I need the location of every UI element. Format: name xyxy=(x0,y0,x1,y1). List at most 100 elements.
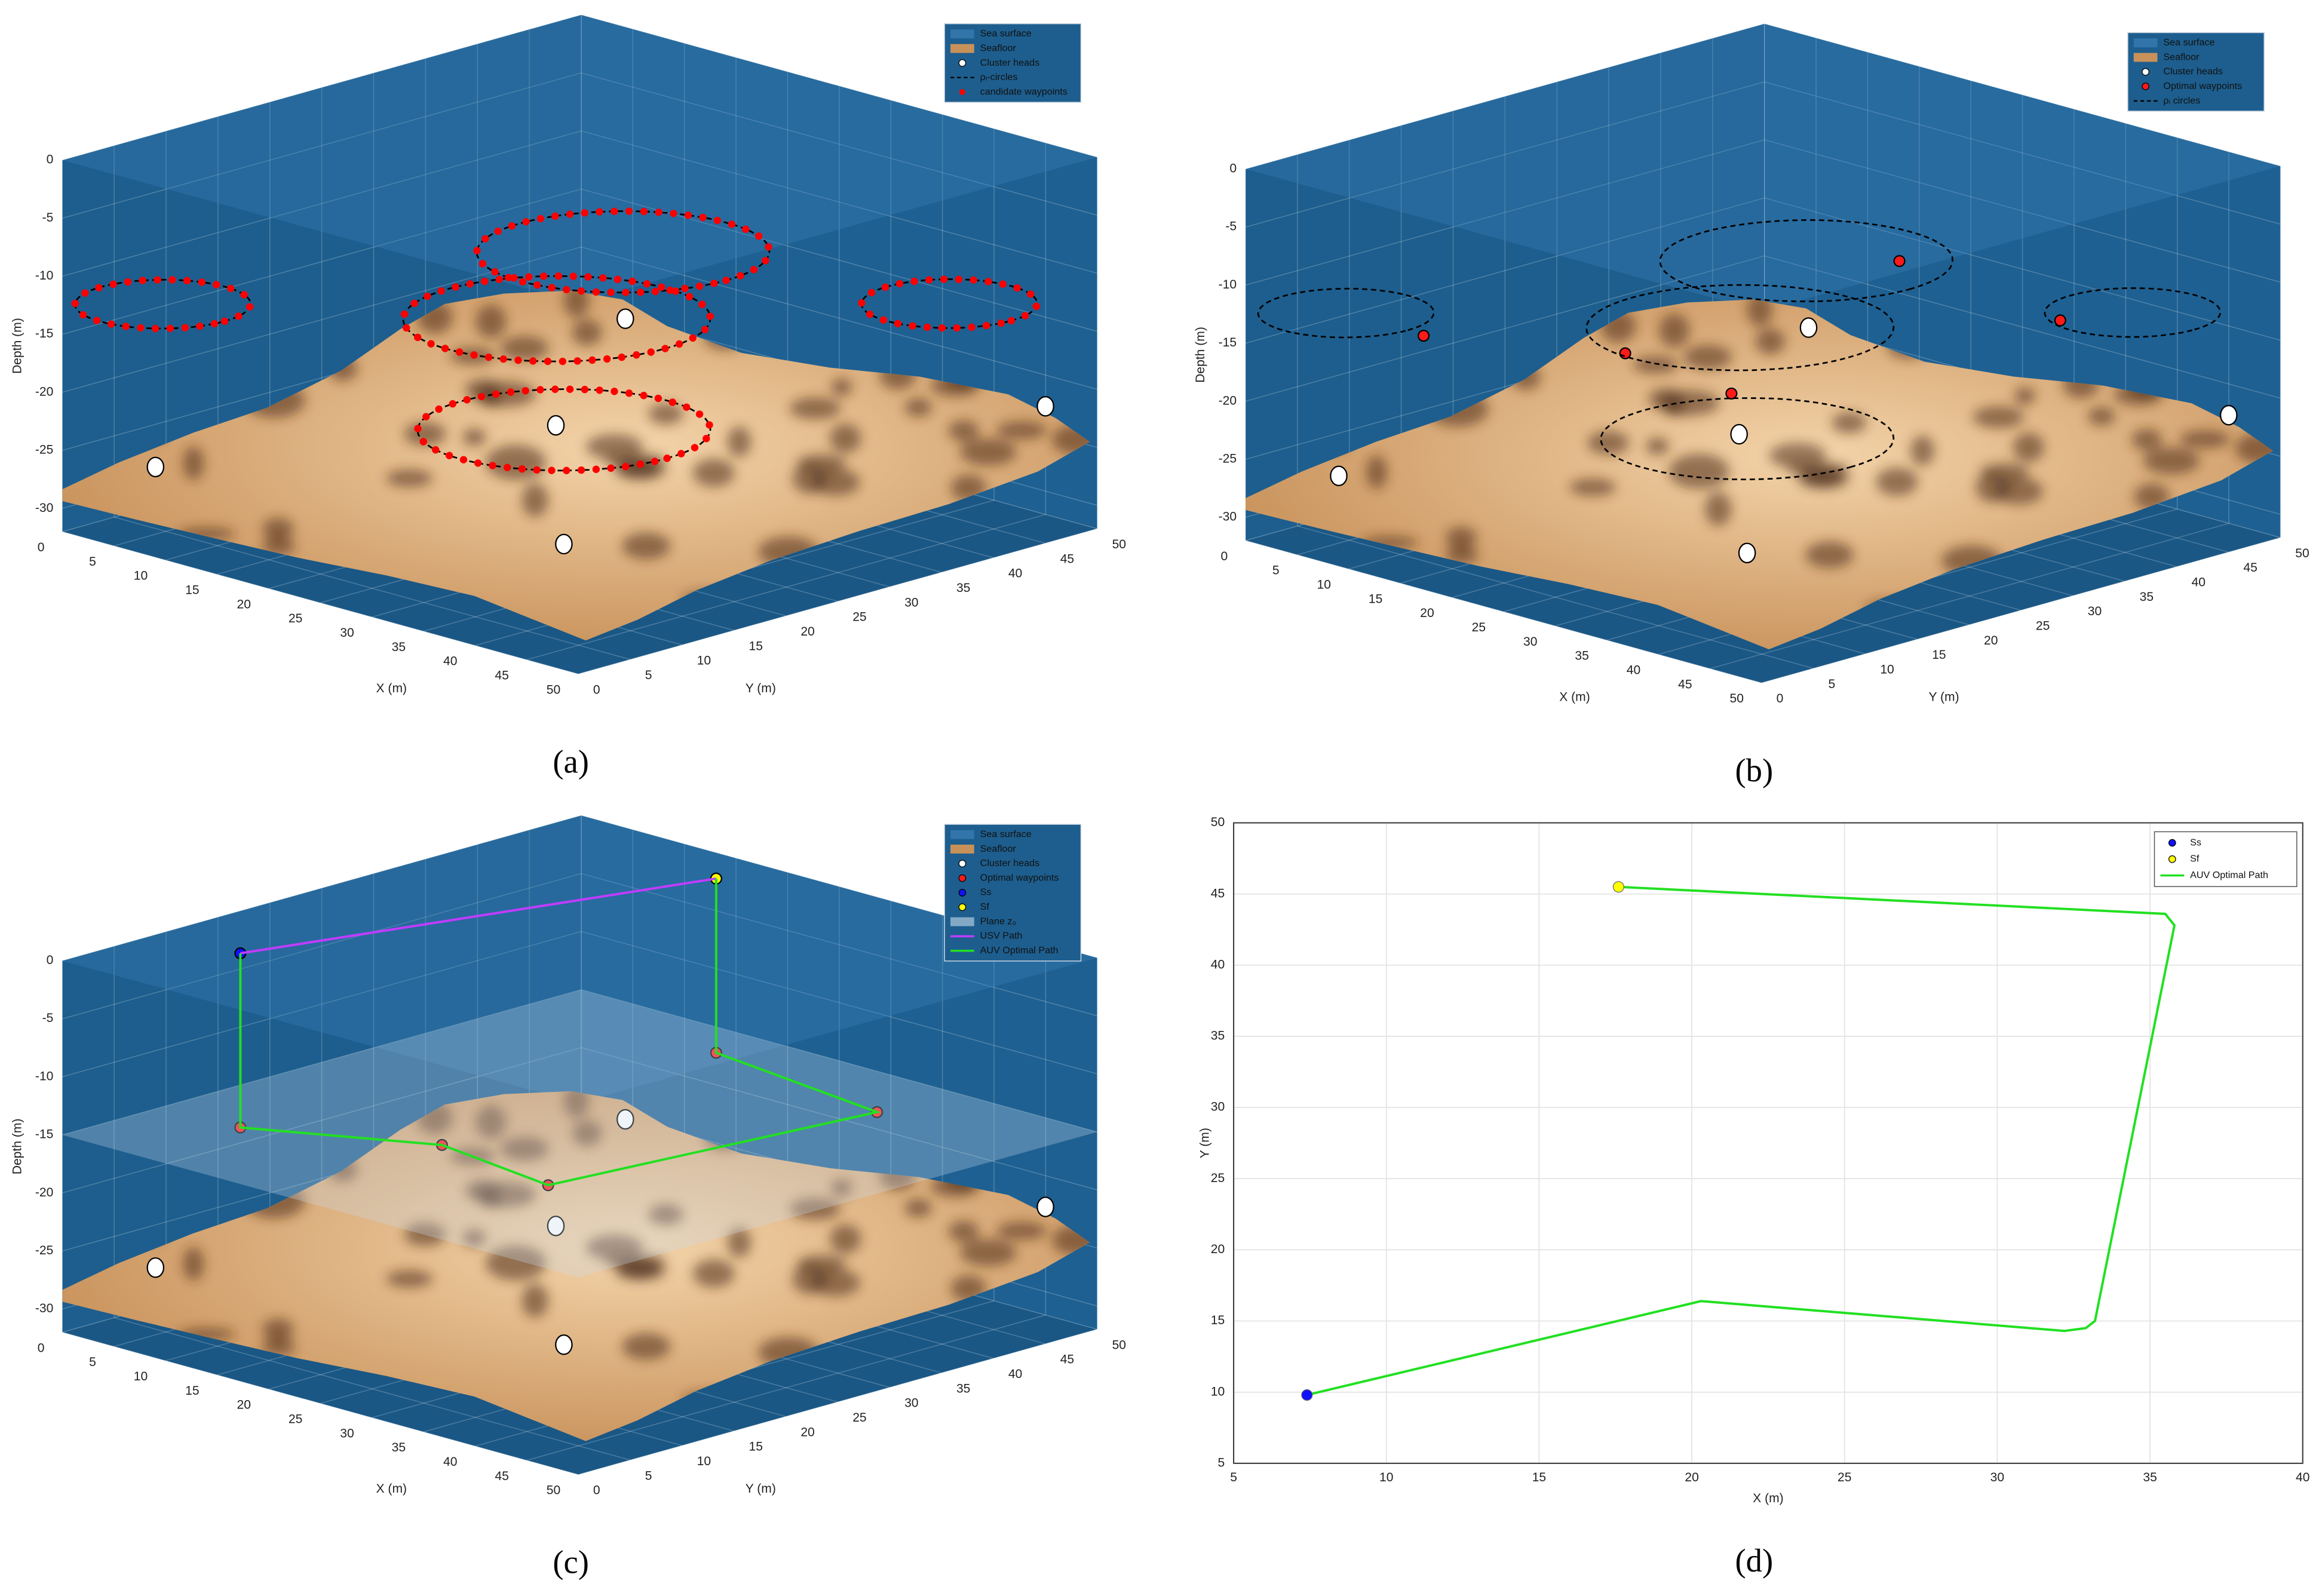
shadow xyxy=(648,1204,683,1225)
grid-line xyxy=(1245,197,2281,344)
x-tick-label: 10 xyxy=(134,569,148,583)
z-tick-label: -5 xyxy=(42,1011,54,1025)
shadow xyxy=(572,1120,602,1147)
y-axis-label: Y (m) xyxy=(746,1482,776,1496)
rho-circle xyxy=(1600,397,1895,481)
point-marker xyxy=(616,1109,634,1130)
shadow xyxy=(262,1338,295,1356)
y-tick-label: 40 xyxy=(1008,567,1022,581)
legend-marker xyxy=(2168,855,2176,863)
x-tick-label: 20 xyxy=(237,597,251,611)
legend-label: Sf xyxy=(2190,854,2200,864)
legend-label: Optimal waypoints xyxy=(2163,81,2242,91)
shadow xyxy=(1980,463,2030,481)
x-tick-label: 20 xyxy=(1685,1471,1698,1484)
y-tick-label: 40 xyxy=(2192,576,2206,590)
candidate-waypoints xyxy=(857,275,1041,332)
shadow xyxy=(500,336,549,361)
x-tick-label: 0 xyxy=(38,541,45,554)
shadow xyxy=(183,1247,204,1281)
y-tick-label: 45 xyxy=(1060,1353,1074,1367)
z-tick-label: -30 xyxy=(35,501,53,515)
point-marker xyxy=(146,1257,165,1278)
point-marker xyxy=(1738,542,1756,564)
shadow xyxy=(1569,478,1616,496)
shadow xyxy=(1664,404,1685,416)
legend-marker xyxy=(959,89,965,96)
shadow xyxy=(2014,387,2036,405)
y-tick-label: 20 xyxy=(800,625,814,639)
grid-line xyxy=(1245,139,2281,286)
shadow xyxy=(959,438,1017,466)
shadow xyxy=(585,1235,643,1260)
grid-line xyxy=(62,188,1097,335)
z-axis-label: Depth (m) xyxy=(1194,327,1207,383)
legend-label: AUV Optimal Path xyxy=(980,945,1059,956)
path-line xyxy=(1306,885,2176,1396)
legend-label: Sf xyxy=(980,901,990,912)
shadow xyxy=(811,468,860,496)
shadow xyxy=(522,1284,548,1318)
point-marker xyxy=(1301,1389,1313,1401)
shadow xyxy=(789,1198,841,1220)
legend-label: Optimal waypoints xyxy=(980,872,1059,883)
legend-marker xyxy=(958,903,967,911)
y-tick-label: 15 xyxy=(749,1440,762,1454)
legend-label: Sea surface xyxy=(2163,37,2214,48)
grid-line xyxy=(62,246,1097,393)
y-axis-label: Y (m) xyxy=(1928,690,1959,704)
x-tick-label: 25 xyxy=(289,612,302,625)
shadow xyxy=(2179,430,2230,449)
point-marker xyxy=(555,533,573,555)
legend-label: Seafloor xyxy=(980,843,1017,854)
shadow xyxy=(904,398,932,417)
legend-marker xyxy=(958,874,967,882)
y-tick-label: 0 xyxy=(593,683,600,696)
shadow xyxy=(485,1245,547,1281)
legend-label: candidate waypoints xyxy=(980,86,1068,97)
shadow xyxy=(648,403,683,425)
shadow xyxy=(948,1220,979,1242)
shadow xyxy=(1805,541,1854,569)
shadow xyxy=(522,483,548,517)
grid-line xyxy=(62,931,1097,1078)
shadow xyxy=(1910,435,1935,466)
point-marker xyxy=(1036,1196,1054,1217)
grid-line xyxy=(1710,152,2229,670)
point-marker xyxy=(1418,330,1430,342)
x-tick-label: 40 xyxy=(443,655,457,668)
shadow xyxy=(262,518,294,541)
grid-line xyxy=(62,14,1097,161)
legend-label: Cluster heads xyxy=(980,57,1040,68)
grid-line xyxy=(1297,154,1814,669)
x-tick-label: 10 xyxy=(134,1370,148,1383)
legend-label: Ss xyxy=(2190,837,2201,848)
y-tick-label: 50 xyxy=(2295,547,2309,560)
z-tick-label: 0 xyxy=(47,153,54,167)
y-tick-label: 30 xyxy=(2088,604,2102,618)
panel-3d: -30 -25 -20 -15 -10 -5 0 0 5 10 15 20 25 30 35 40 45 50 0 5… xyxy=(10,14,1126,779)
shadow xyxy=(692,458,735,487)
shadow xyxy=(462,1229,486,1247)
y-tick-label: 15 xyxy=(1932,648,1946,662)
x-tick-label: 25 xyxy=(289,1412,302,1426)
z-tick-label: -25 xyxy=(35,443,53,457)
x-tick-label: 15 xyxy=(1532,1471,1546,1484)
x-tick-label: 10 xyxy=(1379,1471,1393,1484)
y-tick-label: 45 xyxy=(1060,552,1074,566)
legend-swatch xyxy=(950,44,974,53)
point-marker xyxy=(1799,317,1818,338)
x-tick-label: 5 xyxy=(89,1355,96,1369)
legend-swatch xyxy=(950,830,974,839)
legend-box xyxy=(2154,831,2298,888)
grid-line xyxy=(62,815,1097,962)
shadow xyxy=(1755,328,1786,355)
candidate-waypoints xyxy=(71,276,254,333)
shadow xyxy=(572,319,602,346)
x-tick-label: 35 xyxy=(1575,649,1588,663)
z-tick-label: 0 xyxy=(47,953,54,967)
shadow xyxy=(996,1221,1047,1240)
x-tick-label: 5 xyxy=(1230,1471,1237,1484)
